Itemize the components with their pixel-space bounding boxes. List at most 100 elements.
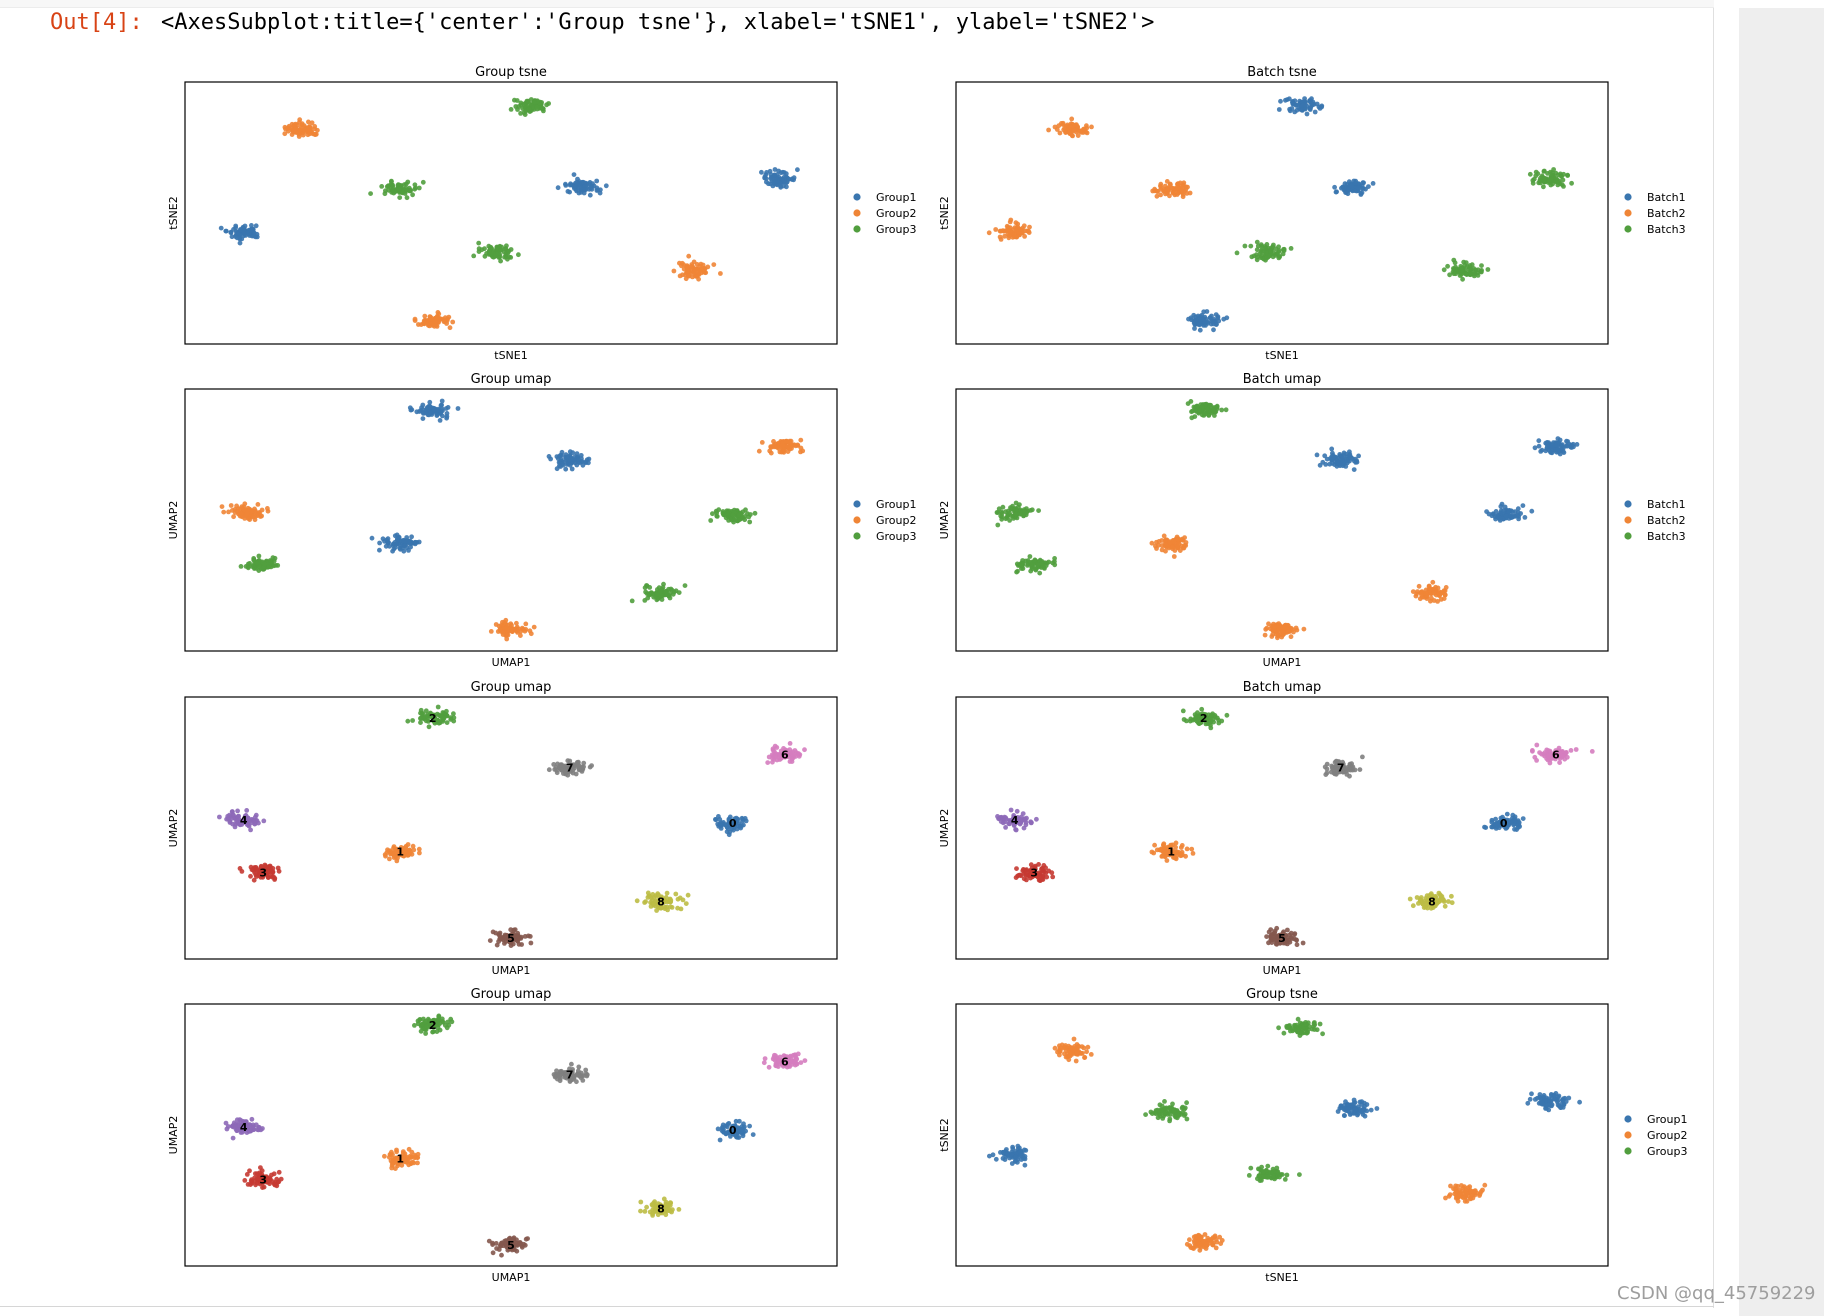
x-axis-label: UMAP1 <box>492 1271 531 1284</box>
scatter-point <box>1291 101 1297 107</box>
legend-label: Batch1 <box>1647 498 1686 511</box>
scatter-cluster <box>1150 179 1193 200</box>
scatter-point <box>1150 188 1156 194</box>
scatter-point <box>796 752 801 757</box>
scatter-point <box>1537 750 1542 755</box>
y-axis-label: UMAP2 <box>938 501 951 540</box>
scatter-point <box>387 856 392 862</box>
scatter-point <box>1503 513 1509 519</box>
scatter-point <box>272 555 278 561</box>
scatter-point <box>1288 935 1294 940</box>
chart-title: Group umap <box>471 372 552 387</box>
scatter-point <box>440 719 446 724</box>
scatter-point <box>479 247 485 253</box>
scatter-point <box>494 251 500 257</box>
scatter-point <box>437 418 443 423</box>
scatter-point <box>787 741 793 746</box>
scatter-point <box>392 539 398 545</box>
scatter-point <box>504 243 509 249</box>
scatter-cluster <box>1332 178 1376 197</box>
scatter-point <box>1360 754 1365 760</box>
scatter-point <box>249 867 255 873</box>
scatter-point <box>1022 816 1028 822</box>
scatter-point <box>1423 590 1429 596</box>
scatter-point <box>730 512 735 518</box>
scatter-point <box>412 539 418 545</box>
scatter-point <box>270 869 276 875</box>
scatter-point <box>567 182 573 188</box>
scatter-point <box>756 448 762 454</box>
scatter-point <box>439 714 445 719</box>
axes-frame <box>955 1003 1609 1267</box>
scatter-point <box>1188 716 1194 722</box>
scatter-point <box>1462 263 1468 268</box>
legend-marker <box>853 500 861 508</box>
scatter-point <box>1154 193 1160 199</box>
scatter-point <box>1514 827 1519 832</box>
scatter-point <box>1197 316 1202 321</box>
scatter-point <box>1561 450 1567 455</box>
scatter-point <box>1082 1055 1088 1060</box>
scatter-point <box>1073 1058 1079 1064</box>
scatter-point <box>564 454 570 460</box>
scatter-point <box>488 629 494 634</box>
scatter-point <box>667 591 673 597</box>
scatter-point <box>1035 562 1041 568</box>
scatter-point <box>1159 547 1165 553</box>
scatter-point <box>410 192 415 198</box>
scatter-point <box>667 1202 673 1208</box>
scatter-point <box>1169 185 1175 191</box>
scatter-point <box>1479 263 1484 268</box>
scatter-point <box>1300 102 1306 108</box>
scatter-point <box>401 548 407 554</box>
scatter-point <box>563 183 569 188</box>
scatter-point <box>1278 98 1283 104</box>
scatter-point <box>231 812 237 818</box>
scatter-point <box>1034 816 1039 822</box>
scatter-point <box>697 263 702 269</box>
scatter-point <box>258 1127 264 1133</box>
scatter-point <box>629 598 635 604</box>
scatter-point <box>1441 267 1447 273</box>
scatter-point <box>408 849 413 855</box>
scatter-point <box>685 267 690 273</box>
scatter-point <box>1299 1029 1305 1035</box>
scatter-point <box>1219 407 1225 413</box>
scatter-point <box>423 718 429 724</box>
scatter-point <box>997 234 1003 240</box>
scatter-point <box>1544 747 1550 753</box>
scatter-point <box>546 767 552 773</box>
scatter-point <box>482 253 488 259</box>
scatter-point <box>1516 820 1522 825</box>
scatter-point <box>762 174 768 180</box>
scatter-cluster <box>546 449 592 472</box>
scatter-point <box>1291 629 1296 635</box>
scatter-point <box>693 267 699 272</box>
scatter-cluster <box>629 581 688 604</box>
scatter-point <box>998 228 1004 234</box>
scatter-point <box>408 544 413 550</box>
scatter-point <box>501 249 507 255</box>
scatter-point <box>1008 807 1014 813</box>
scatter-point <box>251 557 257 562</box>
scatter-point <box>379 184 385 189</box>
scatter-point <box>1288 1028 1293 1034</box>
y-axis-label: UMAP2 <box>167 1116 180 1155</box>
chart-title: Group umap <box>471 987 552 1002</box>
scatter-point <box>1305 1030 1310 1035</box>
scatter-point <box>282 131 288 137</box>
scrollbar-track[interactable] <box>1739 8 1824 1316</box>
scatter-point <box>993 1156 999 1162</box>
scatter-point <box>1541 169 1547 174</box>
scatter-point <box>726 832 732 838</box>
scatter-point <box>739 823 744 829</box>
scatter-point <box>1007 510 1012 516</box>
scatter-point <box>644 1204 649 1210</box>
scatter-point <box>1275 632 1281 638</box>
scatter-point <box>276 1169 282 1175</box>
scatter-point <box>1555 447 1560 453</box>
scatter-point <box>420 407 426 412</box>
scatter-point <box>1540 1100 1545 1106</box>
scatter-point <box>508 107 514 112</box>
